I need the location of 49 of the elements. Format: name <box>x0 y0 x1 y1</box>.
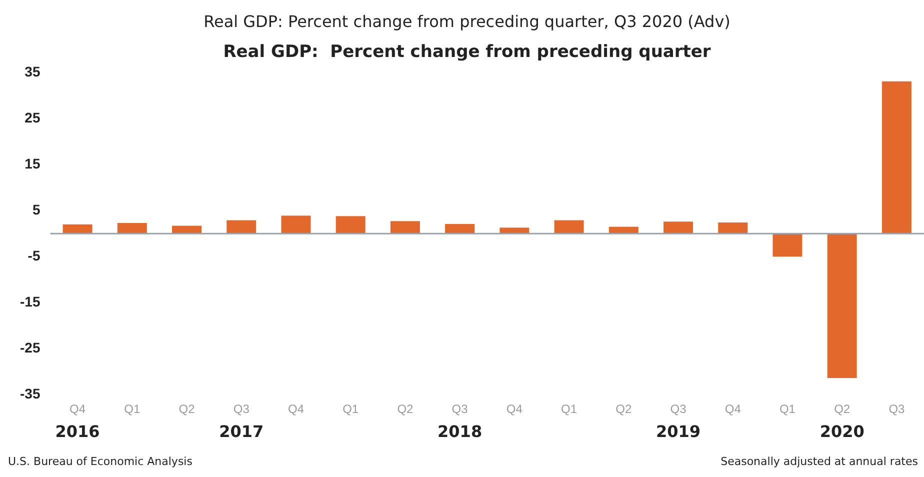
bar <box>172 226 202 234</box>
y-tick-label: 15 <box>24 155 40 172</box>
x-tick-label: Q1 <box>342 402 359 416</box>
bar <box>608 226 638 234</box>
bar <box>390 221 420 234</box>
x-tick-label: Q3 <box>670 402 687 416</box>
text: 2020 <box>820 422 864 441</box>
bar <box>117 223 147 234</box>
y-tick-label: 35 <box>24 63 40 80</box>
bar <box>226 220 256 234</box>
y-tick-label: 25 <box>24 109 40 126</box>
text: U.S. Bureau of Economic Analysis <box>7 455 192 468</box>
bar <box>664 222 693 234</box>
y-tick-label: -25 <box>20 339 40 356</box>
text: Seasonally adjusted at annual rates <box>720 455 918 468</box>
y-tick-label: -15 <box>20 293 40 310</box>
x-tick-label: Q3 <box>888 402 906 416</box>
x-tick-label: Q1 <box>124 402 140 416</box>
bar <box>882 81 912 234</box>
x-tick-label: Q3 <box>233 402 250 416</box>
bar <box>827 234 857 378</box>
text: 2016 <box>55 422 100 441</box>
bar <box>718 222 748 234</box>
x-tick-label: Q2 <box>397 402 414 416</box>
x-tick-label: Q4 <box>70 402 86 416</box>
x-tick-label: Q3 <box>452 402 468 416</box>
x-tick-label: Q4 <box>288 402 304 416</box>
text: 2018 <box>438 422 482 441</box>
bar <box>772 234 802 257</box>
x-tick-label: Q1 <box>561 402 578 416</box>
bar <box>554 220 584 234</box>
y-tick-label: -35 <box>20 385 40 402</box>
x-tick-label: Q2 <box>616 402 632 416</box>
x-tick-label: Q2 <box>178 402 196 416</box>
bar <box>500 228 530 234</box>
x-tick-label: Q4 <box>506 402 523 416</box>
bar <box>62 224 92 234</box>
x-tick-label: Q4 <box>724 402 742 416</box>
bar <box>336 216 366 234</box>
x-tick-label: Q2 <box>834 402 850 416</box>
bar <box>281 216 311 234</box>
text: 2019 <box>656 422 701 441</box>
text: 2017 <box>219 422 264 441</box>
chart-title: Real GDP: Percent change from preceding quarter, Q3 2020 (Adv) <box>204 12 730 31</box>
y-tick-label: -5 <box>28 247 40 264</box>
bar <box>445 224 475 234</box>
x-tick-label: Q1 <box>779 402 796 416</box>
y-tick-label: 5 <box>32 201 40 218</box>
chart-subtitle: Real GDP: Percent change from preceding quarter <box>223 42 712 62</box>
